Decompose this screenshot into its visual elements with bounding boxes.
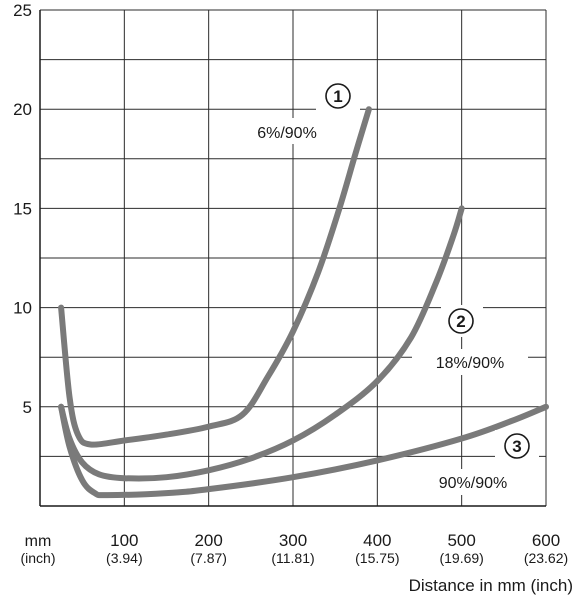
y-tick-labels: 5 10 15 20 25 [13, 1, 32, 417]
series-1-line [58, 106, 372, 448]
x-unit-sub-label: (inch) [20, 550, 55, 566]
x-unit-label: mm [25, 533, 52, 550]
x-tick-label: 100 [110, 531, 138, 550]
y-tick-label: 25 [13, 1, 32, 20]
series-3-label: 90%/90% [439, 475, 508, 492]
x-tick-label: 400 [363, 531, 391, 550]
x-tick-label: 300 [279, 531, 307, 550]
y-tick-label: 20 [13, 100, 32, 119]
series-1-marker-circle [325, 83, 351, 109]
series-2-marker-circle [448, 308, 474, 334]
series-3-line [58, 403, 549, 499]
x-tick-label: 600 [532, 531, 560, 550]
series-1-marker: 1 [333, 87, 342, 106]
x-tick-sub-label: (11.81) [271, 550, 314, 566]
x-tick-sub-label: (23.62) [524, 550, 568, 566]
series-2-annotation: 2 18%/90% [412, 305, 528, 375]
y-tick-label: 5 [23, 398, 32, 417]
x-tick-sub-label: (15.75) [355, 550, 399, 566]
x-tick-sub-label: (3.94) [106, 550, 143, 566]
series-3-marker-circle [504, 433, 530, 459]
series-1-label: 6%/90% [257, 125, 317, 142]
series-2-marker: 2 [456, 312, 465, 331]
series-2-label: 18%/90% [436, 355, 505, 372]
x-tick-labels: 100(3.94) 200(7.87) 300(11.81) 400(15.75) 50… [106, 531, 568, 566]
y-tick-label: 15 [13, 199, 32, 218]
grid-lines [40, 9, 547, 506]
series-1-annotation: 1 6%/90% [240, 80, 360, 144]
series-2-line [58, 205, 465, 482]
x-axis-title: Distance in mm (inch) [409, 576, 573, 595]
axes [39, 10, 546, 507]
y-tick-label: 10 [13, 299, 32, 318]
x-tick-sub-label: (7.87) [190, 550, 227, 566]
x-tick-label: 500 [447, 531, 475, 550]
x-tick-sub-label: (19.69) [439, 550, 483, 566]
series-3-marker: 3 [512, 437, 521, 456]
data-curves [58, 106, 549, 499]
x-tick-label: 200 [194, 531, 222, 550]
series-3-annotation: 3 90%/90% [415, 430, 539, 495]
